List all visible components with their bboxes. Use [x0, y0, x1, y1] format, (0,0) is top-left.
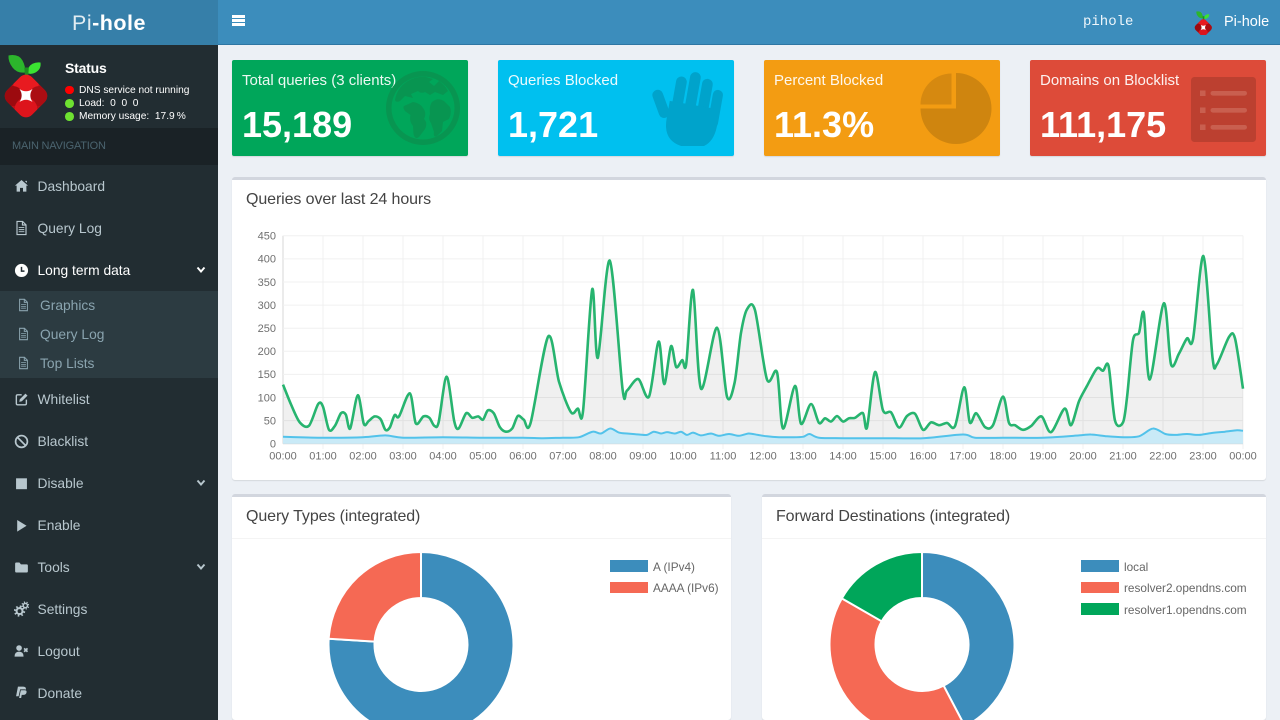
svg-text:15:00: 15:00 — [869, 451, 897, 463]
svg-text:06:00: 06:00 — [509, 451, 537, 463]
svg-text:450: 450 — [258, 231, 276, 243]
svg-text:10:00: 10:00 — [669, 451, 697, 463]
svg-text:01:00: 01:00 — [309, 451, 337, 463]
svg-text:05:00: 05:00 — [469, 451, 497, 463]
svg-text:23:00: 23:00 — [1189, 451, 1217, 463]
svg-text:14:00: 14:00 — [829, 451, 857, 463]
svg-text:07:00: 07:00 — [549, 451, 577, 463]
svg-text:18:00: 18:00 — [989, 451, 1017, 463]
svg-text:16:00: 16:00 — [909, 451, 937, 463]
svg-text:250: 250 — [258, 323, 276, 335]
svg-text:100: 100 — [258, 392, 276, 404]
svg-text:11:00: 11:00 — [710, 451, 737, 463]
svg-text:00:00: 00:00 — [1229, 451, 1257, 463]
svg-text:03:00: 03:00 — [389, 451, 417, 463]
svg-text:12:00: 12:00 — [749, 451, 777, 463]
svg-text:08:00: 08:00 — [589, 451, 617, 463]
svg-text:300: 300 — [258, 300, 276, 312]
svg-text:22:00: 22:00 — [1149, 451, 1177, 463]
svg-text:200: 200 — [258, 346, 276, 358]
svg-text:17:00: 17:00 — [949, 451, 977, 463]
svg-text:350: 350 — [258, 277, 276, 289]
svg-text:13:00: 13:00 — [789, 451, 817, 463]
svg-text:00:00: 00:00 — [269, 451, 297, 463]
svg-text:400: 400 — [258, 254, 276, 266]
svg-text:04:00: 04:00 — [429, 451, 457, 463]
svg-text:0: 0 — [270, 439, 276, 451]
svg-text:20:00: 20:00 — [1069, 451, 1097, 463]
svg-text:50: 50 — [264, 415, 276, 427]
svg-text:150: 150 — [258, 369, 276, 381]
svg-text:09:00: 09:00 — [629, 451, 657, 463]
svg-text:19:00: 19:00 — [1029, 451, 1057, 463]
svg-text:21:00: 21:00 — [1109, 451, 1137, 463]
svg-text:02:00: 02:00 — [349, 451, 377, 463]
